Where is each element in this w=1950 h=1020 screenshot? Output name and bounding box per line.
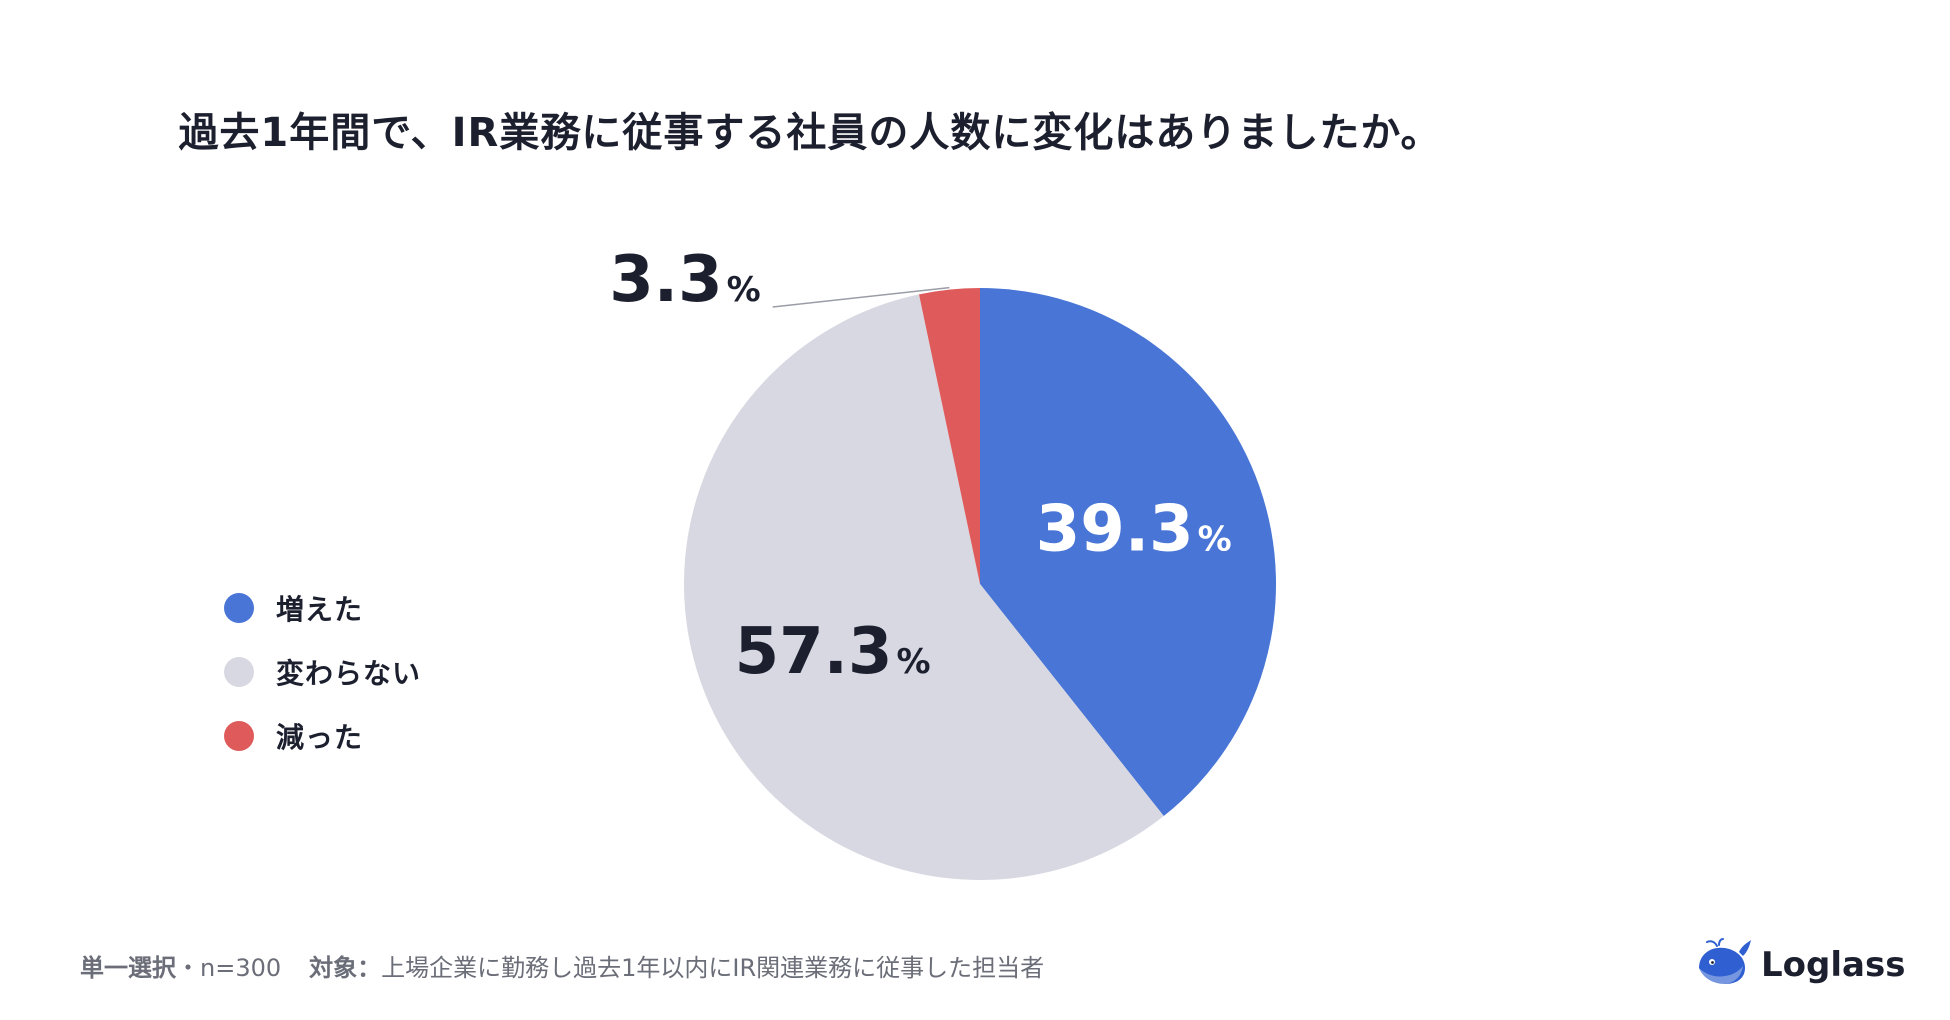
brand-logo: Loglass — [1695, 938, 1905, 992]
pie-slice-unchanged — [684, 294, 1164, 881]
pie-slice-decreased — [919, 288, 980, 584]
legend-swatch-increased — [224, 593, 254, 623]
legend-label-increased: 増えた — [276, 593, 364, 626]
data-label-decreased: 3.3% — [609, 243, 760, 317]
data-label-unchanged: 57.3% — [735, 615, 931, 689]
footnote: 単一選択・n=300 対象：上場企業に勤務し過去1年以内にIR関連業務に従事した担… — [80, 948, 1044, 983]
legend-item-decreased: 減った — [224, 704, 421, 768]
footnote-target-label: 対象： — [309, 954, 382, 982]
legend-item-increased: 増えた — [224, 576, 421, 640]
leader-line-decreased — [772, 286, 950, 308]
data-label-increased: 39.3% — [1036, 492, 1232, 566]
brand-name: Loglass — [1761, 945, 1906, 985]
legend-item-unchanged: 変わらない — [224, 640, 421, 704]
footnote-selection: 単一選択 — [80, 954, 176, 982]
legend-label-decreased: 減った — [276, 721, 364, 754]
legend-swatch-decreased — [224, 721, 254, 751]
pie-slice-increased — [980, 288, 1276, 817]
legend-label-unchanged: 変わらない — [276, 657, 422, 690]
whale-logo-icon — [1695, 938, 1753, 992]
footnote-sample: n=300 — [200, 954, 282, 982]
legend: 増えた 変わらない 減った — [224, 576, 421, 768]
footnote-target-text: 上場企業に勤務し過去1年以内にIR関連業務に従事した担当者 — [381, 954, 1045, 982]
footnote-separator: ・ — [176, 954, 200, 982]
legend-swatch-unchanged — [224, 657, 254, 687]
chart-title: 過去1年間で、IR業務に従事する社員の人数に変化はありましたか。 — [178, 110, 1442, 156]
